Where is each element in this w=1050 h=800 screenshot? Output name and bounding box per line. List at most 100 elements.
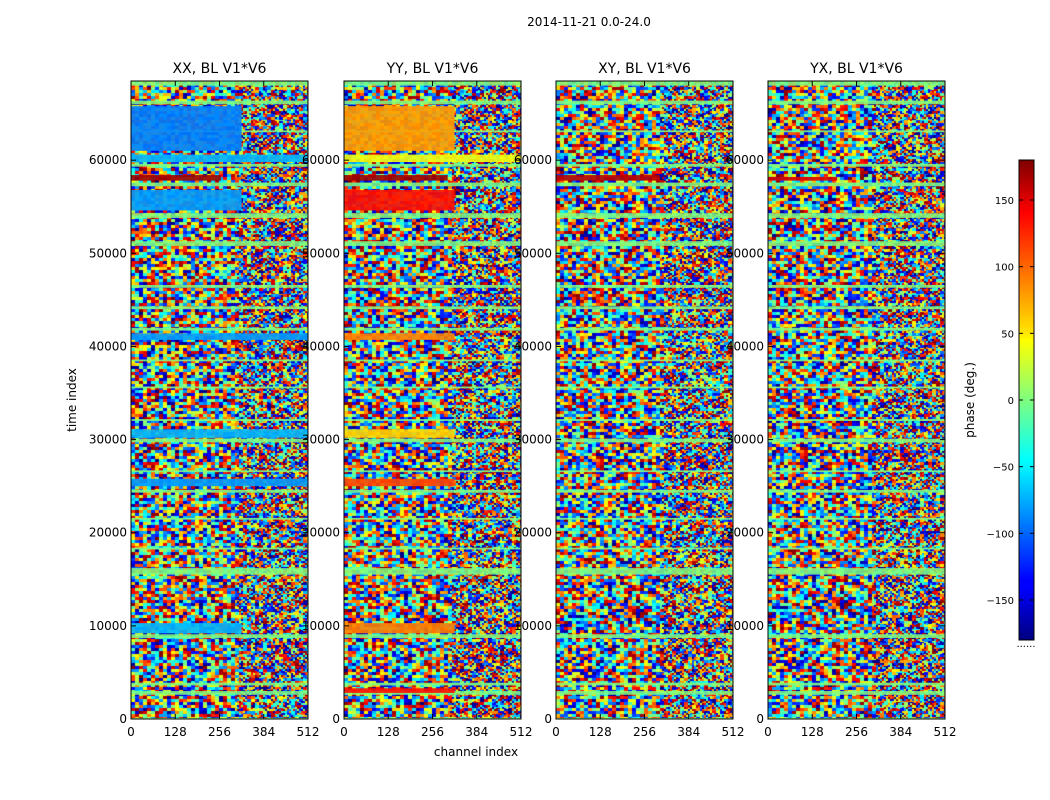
x-tick-label: 256 [421,725,444,739]
x-tick-label: 256 [845,725,868,739]
flagged-row [344,517,521,520]
colorbar-tick-label: −50 [993,463,1014,474]
x-tick-label: 0 [552,725,560,739]
y-tick-label: 50000 [514,246,552,260]
flagged-row [556,438,733,443]
flagged-row [768,682,945,686]
y-tick-label: 60000 [302,153,340,167]
flagged-row [556,182,733,187]
colorbar-tick-label: −100 [987,529,1014,540]
x-tick-label: 128 [801,725,824,739]
stable-phase-band [344,189,455,211]
flagged-row [131,386,308,389]
flagged-row [131,470,308,473]
stable-phase-band [768,176,838,181]
stable-phase-band [131,175,221,181]
flagged-row [556,241,733,246]
colorbar-footer: ...... [1016,639,1035,650]
flagged-row [344,284,521,288]
panel-title: YX, BL V1*V6 [809,61,903,77]
stable-phase-band [131,189,242,211]
stable-phase-band [344,154,521,163]
y-tick-label: 50000 [302,246,340,260]
flagged-row [131,489,308,493]
flagged-row [131,327,308,331]
flagged-row [131,438,308,443]
flagged-row [556,306,733,310]
colorbar-tick-label: 100 [995,263,1014,274]
flagged-row [344,241,521,246]
stable-phase-band [344,688,455,693]
stable-phase-band [344,429,455,438]
panel-title: YY, BL V1*V6 [386,61,479,77]
flagged-row [556,691,733,695]
heatmap-image-1 [131,81,308,719]
flagged-row [768,284,945,288]
flagged-row [131,634,308,638]
flagged-row [344,386,521,389]
flagged-row [768,100,945,105]
flagged-row [556,470,733,473]
y-tick-label: 10000 [302,619,340,633]
x-tick-label: 128 [589,725,612,739]
x-tick-label: 384 [889,725,912,739]
y-tick-label: 10000 [726,619,764,633]
flagged-row [344,306,521,310]
y-tick-label: 60000 [89,153,127,167]
flagged-row [768,470,945,473]
flagged-row [344,100,521,105]
flagged-row [344,682,521,686]
panel-4: YX, BL V1*V6 0 128 256 384 512 0 10000 20000 3000… [726,61,957,739]
flagged-row [131,547,308,550]
y-tick-label: 10000 [89,619,127,633]
flagged-row [131,163,308,167]
y-tick-label: 40000 [89,339,127,353]
flagged-row [344,213,521,218]
flagged-row [768,213,945,218]
stable-phase-band [556,175,660,181]
y-tick-label: 50000 [726,246,764,260]
y-tick-label: 40000 [726,339,764,353]
flagged-row [556,489,733,493]
flagged-row [131,517,308,520]
y-tick-label: 0 [119,712,127,726]
flagged-row [768,489,945,493]
colorbar-tick-label: 150 [995,196,1014,207]
panel-title: XY, BL V1*V6 [598,61,691,77]
flagged-row [768,163,945,167]
y-tick-label: 0 [544,712,552,726]
y-tick-label: 30000 [302,433,340,447]
flagged-row [768,130,945,133]
x-tick-label: 0 [764,725,772,739]
y-tick-label: 20000 [89,526,127,540]
flagged-row [131,241,308,246]
x-tick-label: 256 [208,725,231,739]
flagged-row [768,386,945,389]
x-tick-label: 384 [465,725,488,739]
flagged-row [344,359,521,362]
panel-1: XX, BL V1*V6 0 128 256 384 512 0 10000 20000 3000… [89,61,320,739]
stable-phase-band [131,333,308,340]
y-tick-label: 20000 [514,526,552,540]
flagged-row [768,241,945,246]
flagged-row [344,327,521,331]
figure-suptitle: 2014-11-21 0.0-24.0 [527,15,651,29]
flagged-row [344,634,521,638]
flagged-row [768,419,945,421]
heatmap-image-2 [344,81,521,719]
flagged-row [131,359,308,362]
colorbar: phase (deg.) ...... −150 −100 −50 0 50 100 150 [963,159,1036,650]
flagged-row [344,470,521,473]
flagged-row [768,547,945,550]
panel-2: YY, BL V1*V6 0 128 256 384 512 0 10000 20000 3000… [302,61,533,739]
x-tick-label: 512 [722,725,745,739]
stable-phase-band [344,478,455,487]
flagged-row [556,634,733,638]
colorbar-tick-label: −150 [987,596,1014,607]
y-tick-label: 60000 [726,153,764,167]
flagged-row [556,682,733,686]
flagged-row [768,691,945,695]
flagged-row [344,182,521,187]
stable-phase-band [131,154,308,163]
